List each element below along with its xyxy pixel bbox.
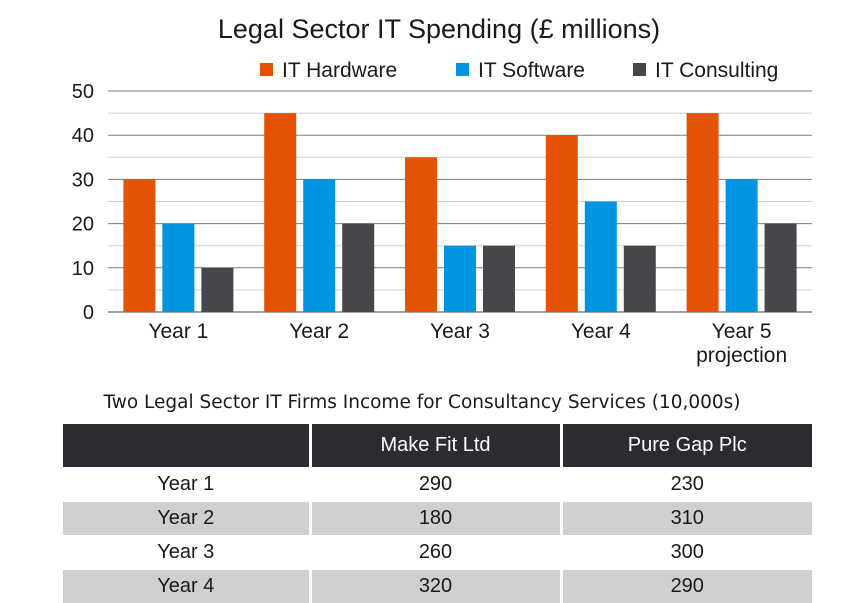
bar-it-hardware: [687, 113, 719, 312]
legend-label: IT Consulting: [655, 59, 778, 82]
y-tick-label: 30: [72, 169, 94, 191]
y-tick-label: 50: [72, 81, 94, 103]
bar-chart: Legal Sector IT Spending (£ millions) IT…: [0, 0, 844, 388]
bar-it-consulting: [483, 246, 515, 312]
chart-title: Legal Sector IT Spending (£ millions): [218, 14, 660, 44]
cell-make-fit: 290: [310, 468, 561, 502]
bar-it-software: [303, 179, 335, 312]
bar-it-software: [444, 246, 476, 312]
table-row: Year 2 180 310: [63, 502, 812, 536]
bar-it-software: [726, 179, 758, 312]
y-axis: 0 10 20 30 40 50: [72, 81, 94, 324]
bar-it-hardware: [405, 157, 437, 312]
cell-make-fit: 260: [310, 536, 561, 570]
x-tick-label: Year 2: [289, 320, 349, 343]
legend-swatch: [260, 63, 273, 76]
bar-it-hardware: [123, 179, 155, 312]
x-tick-label: Year 4: [571, 320, 631, 343]
y-tick-label: 0: [83, 302, 94, 324]
bar-it-consulting: [201, 268, 233, 312]
bar-it-consulting: [342, 224, 374, 312]
bar-it-hardware: [546, 135, 578, 312]
y-tick-label: 20: [72, 214, 94, 236]
chart-legend: IT Hardware IT Software IT Consulting: [260, 59, 778, 82]
income-table: Make Fit Ltd Pure Gap Plc Year 1 290 230…: [63, 424, 812, 603]
x-tick-label: Year 1: [148, 320, 208, 343]
legend-swatch: [456, 63, 469, 76]
legend-label: IT Software: [478, 59, 585, 82]
table-header-make-fit: Make Fit Ltd: [310, 424, 561, 468]
table-header-pure-gap: Pure Gap Plc: [561, 424, 812, 468]
y-tick-label: 10: [72, 258, 94, 280]
cell-pure-gap: 300: [561, 536, 812, 570]
table-row: Year 1 290 230: [63, 468, 812, 502]
cell-make-fit: 180: [310, 502, 561, 536]
table-header-corner: [63, 424, 310, 468]
row-label: Year 1: [63, 468, 310, 502]
row-label: Year 4: [63, 570, 310, 603]
cell-pure-gap: 230: [561, 468, 812, 502]
table-row: Year 3 260 300: [63, 536, 812, 570]
bar-it-software: [585, 202, 617, 313]
table-header-row: Make Fit Ltd Pure Gap Plc: [63, 424, 812, 468]
cell-pure-gap: 310: [561, 502, 812, 536]
chart-bars: [123, 113, 796, 312]
legend-label: IT Hardware: [282, 59, 397, 82]
legend-swatch: [633, 63, 646, 76]
table-row: Year 4 320 290: [63, 570, 812, 603]
cell-make-fit: 320: [310, 570, 561, 603]
row-label: Year 2: [63, 502, 310, 536]
y-tick-label: 40: [72, 125, 94, 147]
bar-it-software: [162, 224, 194, 312]
cell-pure-gap: 290: [561, 570, 812, 603]
row-label: Year 3: [63, 536, 310, 570]
bar-it-consulting: [624, 246, 656, 312]
bar-it-consulting: [765, 224, 797, 312]
table-title: Two Legal Sector IT Firms Income for Con…: [0, 392, 844, 413]
bar-it-hardware: [264, 113, 296, 312]
x-tick-label: Year 3: [430, 320, 490, 343]
